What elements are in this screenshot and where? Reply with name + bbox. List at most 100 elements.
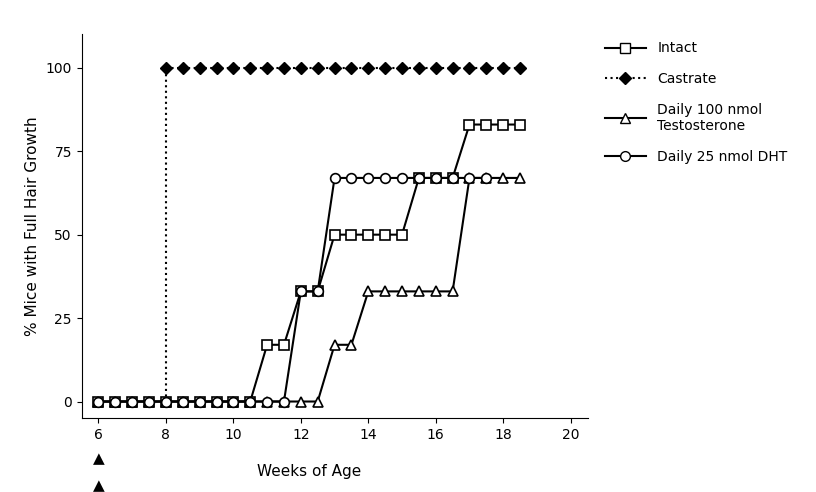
Daily 100 nmol
Testosterone [228,399,238,404]
Castrate [279,65,289,71]
Intact [195,399,205,404]
Castrate [515,65,525,71]
Intact [161,399,171,404]
Intact [347,232,357,238]
Castrate [246,65,255,71]
Daily 25 nmol DHT [313,288,322,294]
Intact [313,288,322,294]
Text: ▲: ▲ [92,451,104,466]
Intact [211,399,221,404]
Daily 100 nmol
Testosterone [380,288,390,294]
Daily 100 nmol
Testosterone [110,399,120,404]
Daily 100 nmol
Testosterone [279,399,289,404]
Daily 25 nmol DHT [195,399,205,404]
Daily 100 nmol
Testosterone [397,288,407,294]
Intact [499,122,508,127]
Legend: Intact, Castrate, Daily 100 nmol
Testosterone, Daily 25 nmol DHT: Intact, Castrate, Daily 100 nmol Testost… [605,41,787,163]
Daily 25 nmol DHT [262,399,272,404]
Daily 25 nmol DHT [363,175,373,181]
Daily 25 nmol DHT [127,399,137,404]
Daily 100 nmol
Testosterone [448,288,458,294]
Castrate [211,65,221,71]
Daily 100 nmol
Testosterone [178,399,188,404]
Castrate [464,65,474,71]
Daily 100 nmol
Testosterone [195,399,205,404]
Daily 100 nmol
Testosterone [94,399,104,404]
Castrate [414,65,424,71]
Daily 25 nmol DHT [161,399,171,404]
Intact [262,342,272,348]
Daily 25 nmol DHT [431,175,441,181]
Intact [397,232,407,238]
Intact [464,122,474,127]
Intact [279,342,289,348]
Daily 25 nmol DHT [347,175,357,181]
Daily 25 nmol DHT [178,399,188,404]
Castrate [448,65,458,71]
Daily 100 nmol
Testosterone [464,175,474,181]
Castrate [228,65,238,71]
Daily 25 nmol DHT [144,399,154,404]
Line: Intact: Intact [94,120,525,406]
Daily 100 nmol
Testosterone [246,399,255,404]
Castrate [363,65,373,71]
Daily 100 nmol
Testosterone [515,175,525,181]
Intact [296,288,306,294]
Castrate [262,65,272,71]
Daily 25 nmol DHT [246,399,255,404]
Daily 25 nmol DHT [397,175,407,181]
Intact [228,399,238,404]
Text: ▲: ▲ [92,478,104,492]
Daily 100 nmol
Testosterone [262,399,272,404]
Daily 25 nmol DHT [464,175,474,181]
Line: Daily 25 nmol DHT: Daily 25 nmol DHT [94,173,491,406]
Daily 25 nmol DHT [279,399,289,404]
Daily 25 nmol DHT [330,175,339,181]
Daily 100 nmol
Testosterone [330,342,339,348]
Line: Castrate: Castrate [162,63,525,72]
Castrate [481,65,491,71]
Castrate [347,65,357,71]
Daily 100 nmol
Testosterone [144,399,154,404]
Daily 100 nmol
Testosterone [127,399,137,404]
Intact [380,232,390,238]
Intact [94,399,104,404]
Daily 100 nmol
Testosterone [431,288,441,294]
Daily 25 nmol DHT [94,399,104,404]
Daily 100 nmol
Testosterone [363,288,373,294]
Intact [178,399,188,404]
Daily 100 nmol
Testosterone [414,288,424,294]
Intact [431,175,441,181]
Daily 25 nmol DHT [448,175,458,181]
Intact [515,122,525,127]
Daily 100 nmol
Testosterone [296,399,306,404]
Daily 100 nmol
Testosterone [347,342,357,348]
Castrate [330,65,339,71]
Castrate [195,65,205,71]
Daily 100 nmol
Testosterone [481,175,491,181]
Daily 25 nmol DHT [110,399,120,404]
Intact [246,399,255,404]
Castrate [296,65,306,71]
Intact [414,175,424,181]
Daily 25 nmol DHT [211,399,221,404]
Intact [363,232,373,238]
Intact [448,175,458,181]
Intact [481,122,491,127]
Daily 100 nmol
Testosterone [211,399,221,404]
Castrate [313,65,322,71]
Y-axis label: % Mice with Full Hair Growth: % Mice with Full Hair Growth [25,117,40,336]
Castrate [178,65,188,71]
Intact [144,399,154,404]
Daily 100 nmol
Testosterone [499,175,508,181]
Daily 100 nmol
Testosterone [161,399,171,404]
Daily 25 nmol DHT [228,399,238,404]
Daily 25 nmol DHT [296,288,306,294]
X-axis label: Weeks of Age: Weeks of Age [257,464,361,479]
Castrate [499,65,508,71]
Daily 25 nmol DHT [481,175,491,181]
Castrate [380,65,390,71]
Daily 100 nmol
Testosterone [313,399,322,404]
Intact [110,399,120,404]
Castrate [397,65,407,71]
